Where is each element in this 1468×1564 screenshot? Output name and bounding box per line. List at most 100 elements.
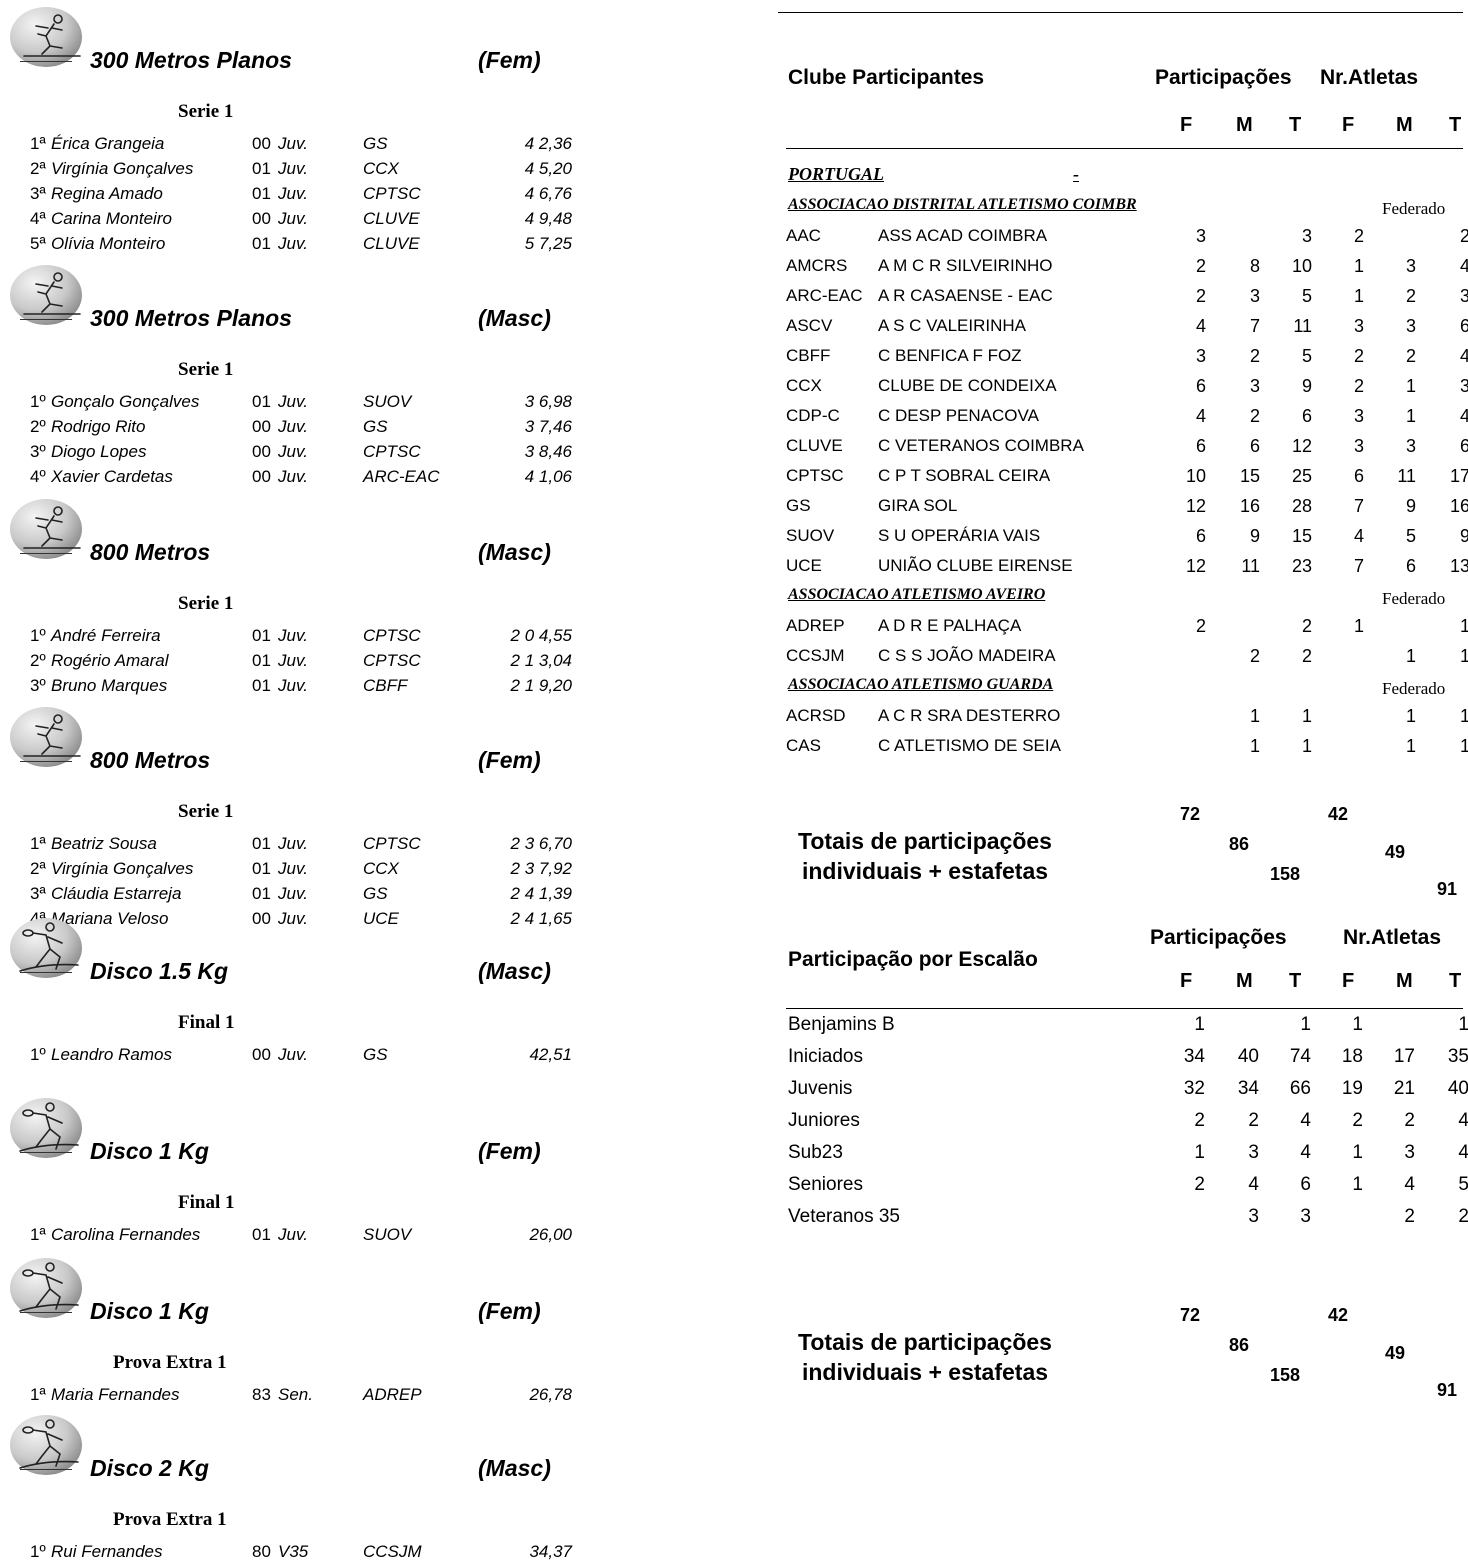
- result-mark: 4 2,36: [524, 134, 572, 153]
- birth-year: 00: [252, 134, 271, 153]
- club-code: CPTSC: [363, 834, 421, 853]
- place: 4ª: [30, 209, 46, 228]
- club-value: 1: [1405, 736, 1416, 756]
- club-value: 1: [1405, 406, 1416, 426]
- escalao-value: 1: [1352, 1014, 1363, 1035]
- event-title: 300 Metros Planos: [90, 305, 292, 331]
- club-value: 3: [1195, 226, 1206, 246]
- country-name: PORTUGAL: [788, 164, 884, 184]
- club-value: 2: [1195, 256, 1206, 276]
- birth-year: 00: [252, 209, 271, 228]
- athlete-name: Regina Amado: [51, 184, 163, 203]
- club-value: 6: [1195, 526, 1206, 546]
- club-code: GS: [363, 1045, 388, 1064]
- escalao-row: Veteranos 35 3 3 2 2: [0, 1206, 1468, 1236]
- category: Juv.: [278, 134, 308, 153]
- club-row: CAS C ATLETISMO DE SEIA 1 1 1 1: [0, 736, 1468, 762]
- club-value: 3: [1301, 226, 1312, 246]
- club-value: 1: [1301, 706, 1312, 726]
- birth-year: 01: [252, 626, 271, 645]
- escalao-row: Juvenis 32 34 66 19 21 40: [0, 1078, 1468, 1108]
- result-row: 1º Gonçalo Gonçalves 01 Juv. SUOV 3 6,98: [30, 392, 575, 414]
- result-mark: 2 1 9,20: [510, 676, 572, 695]
- escalao-value: 34: [1183, 1046, 1205, 1067]
- clubs-header: Clube Participantes: [788, 66, 985, 89]
- club-value: 25: [1291, 466, 1312, 486]
- escalao-name: Benjamins B: [788, 1014, 895, 1035]
- club-code: ARC-EAC: [786, 286, 863, 305]
- result-mark: 2 3 7,92: [510, 859, 572, 878]
- result-mark: 4 5,20: [524, 159, 572, 178]
- category: Juv.: [278, 909, 308, 928]
- club-code: SUOV: [363, 1225, 412, 1244]
- round-label: Serie 1: [178, 593, 234, 614]
- category: Juv.: [278, 442, 308, 461]
- totals-label: Totais de participações: [798, 1329, 1052, 1355]
- club-code: CLUVE: [786, 436, 843, 455]
- club-name: UNIÃO CLUBE EIRENSE: [878, 556, 1073, 575]
- place: 4º: [30, 467, 46, 486]
- club-value: 2: [1301, 616, 1312, 636]
- club-value: 1: [1405, 646, 1416, 666]
- club-code: CCX: [363, 859, 399, 878]
- category: Sen.: [278, 1385, 313, 1404]
- result-row: 3ª Regina Amado 01 Juv. CPTSC 4 6,76: [30, 184, 575, 206]
- athlete-name: Cláudia Estarreja: [51, 884, 182, 903]
- place: 2ª: [30, 859, 46, 878]
- club-value: 2: [1249, 646, 1260, 666]
- birth-year: 01: [252, 159, 271, 178]
- escalao-value: 2: [1458, 1206, 1468, 1227]
- club-name: A C R SRA DESTERRO: [878, 706, 1061, 725]
- result-row: 4ª Mariana Veloso 00 Juv. UCE 2 4 1,65: [30, 909, 575, 931]
- total-atl-f: 42: [1328, 804, 1349, 824]
- club-value: 3: [1249, 376, 1260, 396]
- clubs-header-rule: [786, 148, 1463, 149]
- escalao-value: 1: [1300, 1014, 1311, 1035]
- club-code: UCE: [363, 909, 399, 928]
- club-value: 2: [1353, 346, 1364, 366]
- result-row: 1º Leandro Ramos 00 Juv. GS 42,51: [30, 1045, 575, 1067]
- club-code: CPTSC: [786, 466, 844, 485]
- escalao-row: Iniciados 34 40 74 18 17 35: [0, 1046, 1468, 1076]
- club-code: SUOV: [786, 526, 835, 545]
- result-row: 3º Diogo Lopes 00 Juv. CPTSC 3 8,46: [30, 442, 575, 464]
- club-value: 1: [1353, 256, 1364, 276]
- athlete-name: Virgínia Gonçalves: [51, 859, 194, 878]
- club-value: 3: [1405, 256, 1416, 276]
- club-code: CCX: [363, 159, 399, 178]
- total-part-t: 158: [1270, 1365, 1301, 1385]
- result-mark: 26,78: [529, 1385, 572, 1404]
- club-value: 2: [1301, 646, 1312, 666]
- place: 3º: [30, 676, 46, 695]
- category: Juv.: [278, 884, 308, 903]
- escalao-value: 1: [1352, 1142, 1363, 1163]
- birth-year: 01: [252, 1225, 271, 1244]
- club-name: C P T SOBRAL CEIRA: [878, 466, 1051, 485]
- category: Juv.: [278, 392, 308, 411]
- result-row: 1ª Carolina Fernandes 01 Juv. SUOV 26,00: [30, 1225, 575, 1247]
- column-header-t: T: [1449, 970, 1462, 992]
- club-code: GS: [363, 884, 388, 903]
- column-header-f: F: [1180, 114, 1193, 136]
- club-row: CCX CLUBE DE CONDEIXA 6 3 9 2 1 3: [0, 376, 1468, 402]
- birth-year: 00: [252, 442, 271, 461]
- round-label: Final 1: [178, 1012, 235, 1033]
- club-value: 6: [1195, 376, 1206, 396]
- event-sex: (Fem): [478, 47, 541, 73]
- club-value: 2: [1353, 376, 1364, 396]
- place: 1º: [30, 1045, 46, 1064]
- club-value: 13: [1449, 556, 1468, 576]
- athlete-name: Leandro Ramos: [51, 1045, 172, 1064]
- birth-year: 01: [252, 184, 271, 203]
- totals-label-2: individuais + estafetas: [801, 1359, 1049, 1385]
- escalao-value: 4: [1458, 1110, 1468, 1131]
- escalao-value: 74: [1289, 1046, 1311, 1067]
- event-sex: (Fem): [478, 747, 541, 773]
- place: 2º: [30, 417, 46, 436]
- category: Juv.: [278, 467, 308, 486]
- club-value: 4: [1459, 406, 1468, 426]
- result-row: 1º Rui Fernandes 80 V35 CCSJM 34,37: [30, 1542, 575, 1564]
- club-code: CLUVE: [363, 234, 420, 253]
- club-name: GIRA SOL: [878, 496, 958, 515]
- club-value: 4: [1459, 346, 1468, 366]
